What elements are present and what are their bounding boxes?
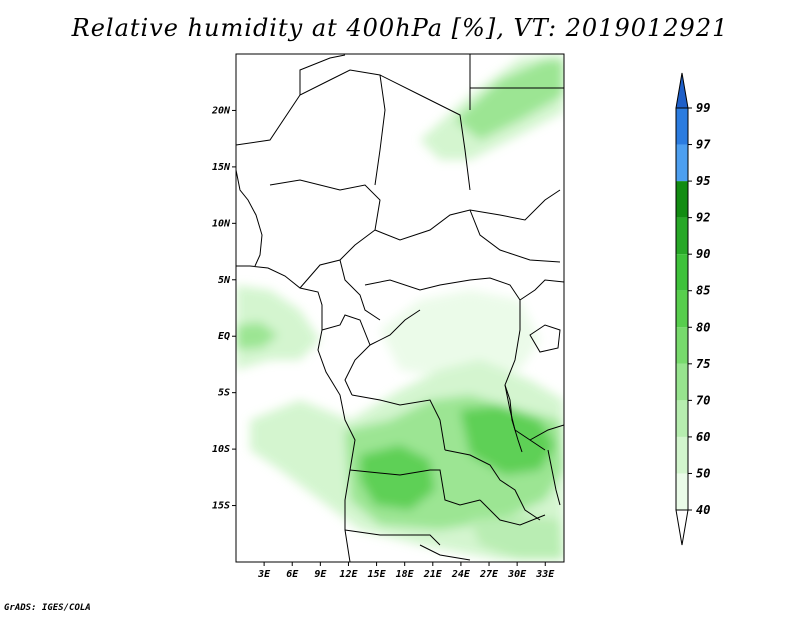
humidity-shading — [236, 54, 564, 560]
country-borders — [236, 54, 564, 562]
coastline-west-bulge — [236, 169, 263, 267]
border-drc-west — [351, 309, 446, 451]
colorbar-segment — [676, 254, 688, 291]
moist-core-southwest — [360, 445, 435, 510]
colorbar-segment — [676, 327, 688, 364]
colorbar: 40 50 60 70 75 80 85 90 92 95 97 99 — [675, 72, 711, 546]
lon-tick-label: 30E — [507, 569, 527, 580]
colorbar-label: 50 — [696, 466, 710, 480]
colorbar-label: 40 — [696, 503, 710, 517]
colorbar-label: 75 — [696, 357, 710, 371]
lon-tick-label: 15E — [368, 569, 387, 580]
border-nigeria — [269, 179, 381, 289]
colorbar-segment — [676, 108, 688, 145]
colorbar-lower-triangle — [675, 509, 689, 546]
lat-tick-label: EQ — [218, 331, 230, 342]
colorbar-label: 99 — [696, 101, 710, 115]
lon-tick-label: 18E — [396, 569, 415, 580]
colorbar-label: 90 — [696, 247, 710, 261]
lat-tick-label: 5N — [218, 275, 231, 286]
lon-tick-label: 3E — [257, 569, 271, 580]
colorbar-label: 60 — [696, 430, 710, 444]
lat-tick-label: 10N — [212, 218, 231, 229]
colorbar-label: 97 — [696, 138, 711, 152]
colorbar-label: 80 — [696, 320, 710, 334]
coastline-west-africa — [236, 265, 356, 562]
colorbar-segment — [676, 290, 688, 328]
moist-core-west-equator — [236, 322, 278, 350]
map-frame — [235, 53, 565, 563]
lake-tanganyika — [504, 384, 523, 453]
lat-tick-label: 15S — [212, 501, 230, 512]
moist-core-southeast — [460, 405, 555, 475]
lat-tick-label: 5S — [218, 388, 230, 399]
lon-tick-label: 33E — [535, 569, 555, 580]
colorbar-segment — [676, 436, 688, 474]
border-congo-gabon — [321, 314, 371, 396]
colorbar-segment — [676, 144, 688, 182]
lon-tick-label: 6E — [286, 569, 299, 580]
colorbar-label: 92 — [696, 211, 710, 225]
border-algeria-niger — [299, 54, 346, 95]
border-cameroon — [339, 259, 381, 321]
colorbar-upper-triangle — [675, 72, 689, 109]
lat-tick-label: 15N — [212, 162, 231, 173]
border-south-sudan-east — [519, 279, 564, 301]
border-zambia — [444, 449, 541, 521]
colorbar-label: 95 — [696, 174, 710, 188]
moist-band-west-equator — [236, 285, 320, 370]
border-egypt-sudan — [469, 54, 564, 110]
colorbar-segment — [676, 217, 688, 255]
border-car-drc — [364, 277, 521, 301]
lon-tick-label: 9E — [314, 569, 327, 580]
grads-credit: GrADS: IGES/COLA — [4, 603, 91, 613]
border-east-lakes — [504, 300, 546, 451]
lon-tick-label: 21E — [423, 569, 443, 580]
lake-malawi — [547, 449, 561, 506]
colorbar-outline — [675, 107, 689, 511]
lon-tick-label: 12E — [339, 569, 358, 580]
border-chad-car — [374, 189, 561, 241]
lon-tick-label: 24E — [451, 569, 471, 580]
latitude-axis: 20N 15N 10N 5N EQ 5S 10S 15S — [211, 105, 236, 512]
moist-core-northeast — [455, 60, 564, 140]
lat-tick-label: 20N — [211, 105, 231, 116]
colorbar-label: 85 — [696, 284, 710, 298]
lon-tick-label: 27E — [479, 569, 499, 580]
moist-band-southeast-tail — [470, 515, 564, 560]
colorbar-segment — [676, 181, 688, 218]
moist-band-central — [380, 290, 540, 380]
colorbar-segment — [676, 473, 688, 510]
border-sahel-north — [236, 69, 471, 191]
colorbar-segment — [676, 400, 688, 437]
lat-tick-label: 10S — [212, 444, 230, 455]
border-libya-chad — [374, 74, 386, 186]
border-zimbabwe — [419, 499, 546, 561]
lake-victoria — [529, 324, 561, 353]
border-angola — [344, 469, 481, 546]
chart-title: Relative humidity at 400hPa [%], VT: 201… — [71, 14, 729, 42]
longitude-axis: 3E 6E 9E 12E 15E 18E 21E 24E 27E 30E 33E — [257, 562, 555, 580]
border-sudan-southsudan — [469, 209, 561, 263]
border-tanzania — [529, 424, 564, 441]
colorbar-segment — [676, 363, 688, 401]
colorbar-label: 70 — [696, 393, 710, 407]
